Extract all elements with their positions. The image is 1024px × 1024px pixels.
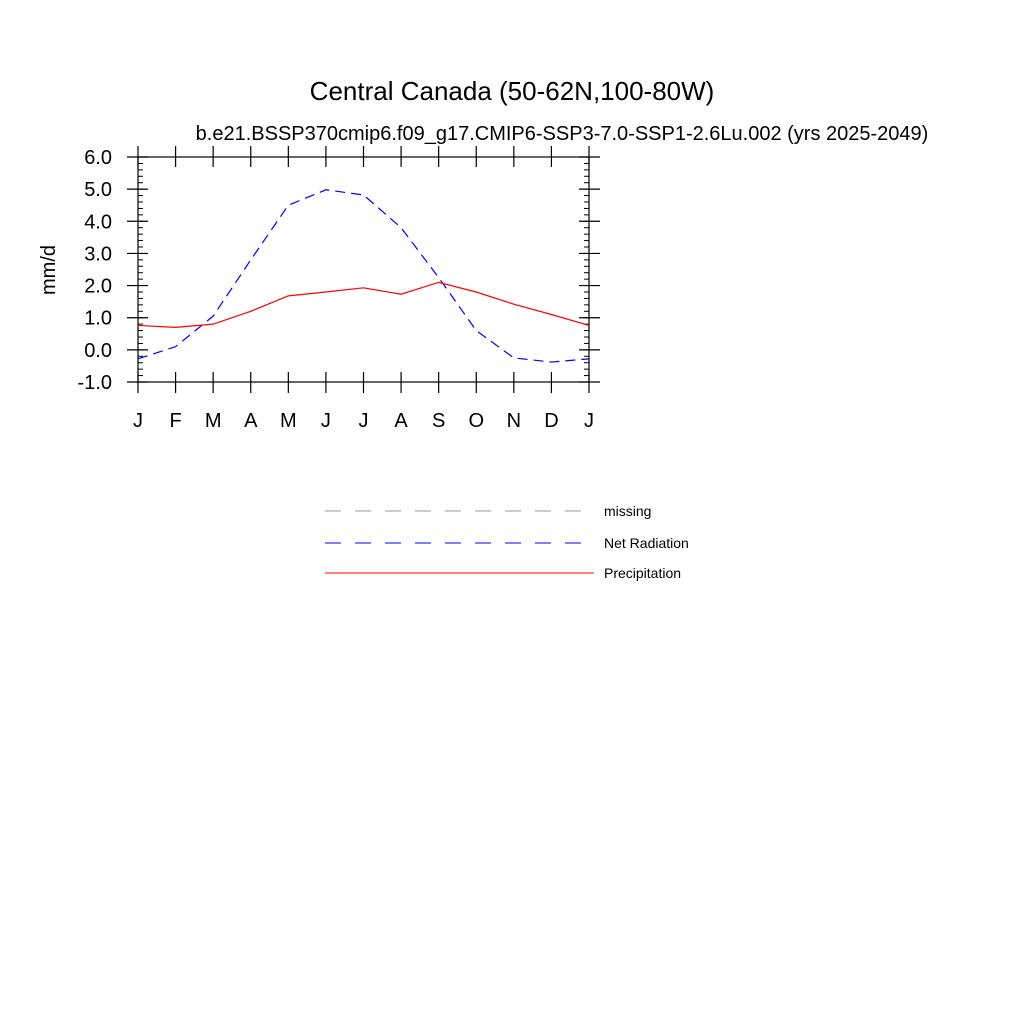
y-tick-label: 0.0 <box>84 340 112 362</box>
x-tick-label: J <box>359 410 369 432</box>
x-tick-label: N <box>507 410 521 432</box>
chart-title: Central Canada (50-62N,100-80W) <box>310 76 715 106</box>
legend-label-net-radiation: Net Radiation <box>604 535 689 551</box>
x-tick-label: M <box>205 410 222 432</box>
y-tick-label: 3.0 <box>84 243 112 265</box>
y-tick-label: 5.0 <box>84 179 112 201</box>
plot-frame <box>137 156 590 383</box>
x-tick-label: O <box>468 410 484 432</box>
x-tick-label: S <box>432 410 445 432</box>
legend: missing Net Radiation Precipitation <box>325 503 689 581</box>
legend-label-precipitation: Precipitation <box>604 565 681 581</box>
x-tick-label: A <box>394 410 408 432</box>
major-ticks <box>127 146 600 393</box>
x-tick-label: D <box>544 410 558 432</box>
x-tick-label: J <box>584 410 594 432</box>
series-line-precipitation <box>137 281 590 328</box>
x-tick-label: A <box>244 410 258 432</box>
y-tick-label: 2.0 <box>84 276 112 298</box>
y-tick-label: 1.0 <box>84 308 112 330</box>
x-tick-label: F <box>169 410 181 432</box>
x-tick-label: J <box>321 410 331 432</box>
y-tick-label: 4.0 <box>84 211 112 233</box>
minor-ticks <box>138 156 589 383</box>
y-tick-label: 6.0 <box>84 147 112 169</box>
y-tick-labels: -1.0 0.0 1.0 2.0 3.0 4.0 5.0 6.0 <box>78 147 112 394</box>
legend-label-missing: missing <box>604 503 651 519</box>
x-tick-label: J <box>133 410 143 432</box>
x-tick-label: M <box>280 410 297 432</box>
series-line-net-radiation <box>137 189 590 363</box>
chart-subtitle: b.e21.BSSP370cmip6.f09_g17.CMIP6-SSP3-7.… <box>196 123 929 145</box>
series-lines <box>137 189 590 363</box>
y-tick-label: -1.0 <box>78 372 112 394</box>
y-axis-label: mm/d <box>38 245 60 295</box>
